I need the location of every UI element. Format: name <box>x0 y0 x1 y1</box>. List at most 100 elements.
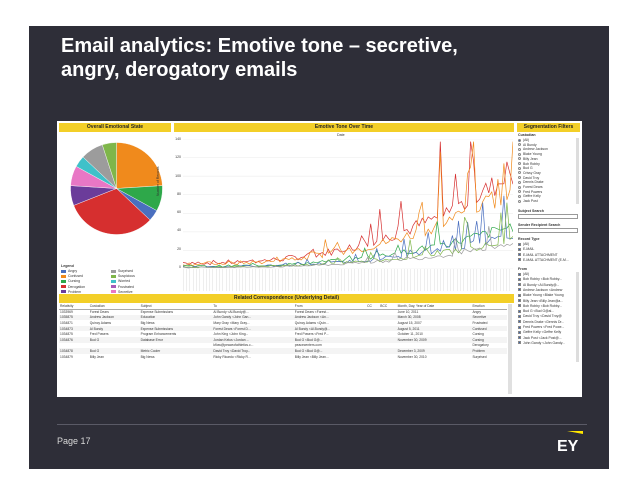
checkbox-icon[interactable] <box>518 277 521 281</box>
custodian-option[interactable]: Forest Dears <box>518 185 543 189</box>
from-option-label: John Gandy <John Gandy... <box>523 340 566 345</box>
custodian-option[interactable]: (All) <box>518 138 529 142</box>
table-column-header[interactable]: Subject <box>139 304 213 310</box>
checkbox-icon[interactable] <box>518 341 521 345</box>
from-option[interactable]: Blake Young <Blake Young <box>518 293 564 297</box>
radio-icon[interactable] <box>518 185 521 189</box>
checkbox-icon[interactable] <box>518 293 521 297</box>
from-list[interactable]: (All) Bob Robby <Bob Robby... Al Bundy <Al… <box>518 272 576 362</box>
checkbox-icon[interactable] <box>518 325 521 329</box>
radio-icon[interactable] <box>518 180 521 184</box>
custodian-option[interactable]: Blake Young <box>518 152 542 156</box>
record-type-option[interactable]: E-MAIL ATTACHMENT (E-M... <box>518 258 569 262</box>
from-option[interactable]: Bob Robby <Bob Robby... <box>518 277 562 281</box>
checkbox-icon[interactable] <box>518 314 521 318</box>
checkbox-icon[interactable] <box>518 258 521 262</box>
checkbox-icon[interactable] <box>518 253 521 257</box>
from-option[interactable]: Fred Powers <Fred Powe... <box>518 325 564 329</box>
table-row[interactable]: 1034875 Fred Powers Program Enhancements Jo… <box>59 331 507 337</box>
record-type-list[interactable]: (All) E-MAIL E-MAIL ATTACHMENT E-MAIL ATTAC… <box>518 242 578 264</box>
pie-slice-suspicious[interactable] <box>102 142 117 189</box>
checkbox-icon[interactable] <box>518 283 521 287</box>
table-column-header[interactable]: Emotion <box>471 304 507 310</box>
from-option[interactable]: John Gandy <John Gandy... <box>518 341 565 345</box>
checkbox-icon[interactable] <box>518 272 521 276</box>
table-row[interactable]: 1033969 Forest Dears Expense Submissions Al… <box>59 309 507 315</box>
record-type-option[interactable]: E-MAIL ATTACHMENT <box>518 253 558 257</box>
from-option[interactable]: Billy Jean <Billy Jean@a... <box>518 299 563 303</box>
checkbox-icon[interactable] <box>518 288 521 292</box>
checkbox-icon[interactable] <box>518 247 521 251</box>
radio-icon[interactable] <box>518 171 521 175</box>
custodian-option[interactable]: Dennis Drake <box>518 180 544 184</box>
checkbox-icon[interactable] <box>518 330 521 334</box>
table-row[interactable]: 1034873 Al Bundy Expense Submissions Forest… <box>59 325 507 332</box>
from-option[interactable]: David Troy <David Troy@ <box>518 314 562 318</box>
subject-search-input[interactable] <box>518 214 578 219</box>
from-option-label: David Troy <David Troy@ <box>523 314 562 319</box>
radio-icon[interactable] <box>518 166 521 170</box>
table-column-header[interactable]: Relativity <box>59 304 89 310</box>
custodian-option[interactable]: Al Bundy <box>518 143 537 147</box>
from-option[interactable]: Al Bundy <Al.Bundy@... <box>518 283 559 287</box>
table-column-header[interactable]: Month, Day, Year of Date <box>396 304 472 310</box>
record-type-option[interactable]: E-MAIL <box>518 247 534 251</box>
table-cell: Fred Powers <box>89 332 109 337</box>
checkbox-icon[interactable] <box>518 299 521 302</box>
from-option[interactable]: Geffre Kelly <Geffre Kelly <box>518 330 561 334</box>
from-scrollbar[interactable] <box>576 272 579 362</box>
table-column-header[interactable]: BCC <box>379 304 397 310</box>
table-cell: 1035875 <box>60 315 73 320</box>
custodian-option[interactable]: Billy Jean <box>518 157 538 161</box>
radio-icon[interactable] <box>518 190 521 194</box>
table-row[interactable]: 1034879 Billy Jean Big News Ricky Ricardo <… <box>59 354 507 360</box>
from-option[interactable]: Dennis Drake <Dennis Dr... <box>518 320 564 324</box>
table-column-header[interactable]: From <box>293 304 367 310</box>
checkbox-icon[interactable] <box>518 336 521 340</box>
table-row[interactable]: 1034876 Bud G Database Error Jordan Kelus <… <box>59 336 507 343</box>
custodian-list[interactable]: (All) Al Bundy Andrew Jackson Blake Young Bi… <box>518 138 576 204</box>
table-scrollbar[interactable] <box>508 304 512 394</box>
radio-icon[interactable] <box>518 162 521 165</box>
custodian-option[interactable]: Fred Powers <box>518 190 542 194</box>
table-row[interactable]: 1034878 Bud G Metric Cooler David Troy <Dav… <box>59 348 507 354</box>
checkbox-icon[interactable] <box>518 320 521 324</box>
legend-swatch <box>111 269 116 273</box>
sender-recipient-search-input[interactable] <box>518 228 578 233</box>
radio-icon[interactable] <box>518 176 521 180</box>
table-row[interactable]: kflow@peaceofathletics.c... peacecenters.… <box>59 343 507 349</box>
from-option[interactable]: Bob Robby <Bob Robby... <box>518 304 562 308</box>
checkbox-icon[interactable] <box>518 304 521 308</box>
from-option[interactable]: (All) <box>518 272 529 276</box>
radio-icon[interactable] <box>518 147 521 151</box>
from-option-label: Geffre Kelly <Geffre Kelly <box>523 330 562 335</box>
custodian-option[interactable]: Geffre Kelly <box>518 194 541 198</box>
custodian-option[interactable]: Andrew Jackson <box>518 147 548 151</box>
custodian-option[interactable]: Jack Post <box>518 199 538 203</box>
checkbox-icon[interactable] <box>518 242 521 246</box>
pie-slice-confused[interactable] <box>116 142 163 189</box>
custodian-option[interactable]: David Troy <box>518 176 539 180</box>
radio-icon[interactable] <box>518 143 521 147</box>
table-column-header[interactable]: CC <box>366 304 380 310</box>
from-option[interactable]: Andrew Jackson <Andrew <box>518 288 562 292</box>
radio-icon[interactable] <box>518 199 521 203</box>
custodian-option[interactable]: Bud G <box>518 166 533 170</box>
table-row[interactable]: 1034871 Quincy Adams Big News Mary Gray <Ma… <box>59 320 507 326</box>
radio-icon[interactable] <box>518 194 521 198</box>
radio-icon[interactable] <box>518 157 521 161</box>
radio-icon[interactable] <box>518 138 521 142</box>
from-option[interactable]: Jack Post <Jack Post@... <box>518 336 562 340</box>
table-row[interactable]: 1035875 Andrew Jackson Education John Gandy… <box>59 314 507 321</box>
from-option[interactable]: Bud G <Bud G@al... <box>518 309 554 313</box>
table-column-header[interactable]: Custodian <box>88 304 140 310</box>
custodian-scrollbar[interactable] <box>576 138 579 204</box>
record-type-option[interactable]: (All) <box>518 242 529 246</box>
table-column-header[interactable]: To <box>212 304 294 310</box>
checkbox-icon[interactable] <box>518 309 521 313</box>
radio-icon[interactable] <box>518 152 521 156</box>
custodian-option[interactable]: Crissy Gray <box>518 171 541 175</box>
legend-label: Frustrated <box>118 284 134 289</box>
pie-slice-derogation[interactable] <box>73 188 151 235</box>
custodian-option[interactable]: Bob Robby <box>518 162 540 166</box>
